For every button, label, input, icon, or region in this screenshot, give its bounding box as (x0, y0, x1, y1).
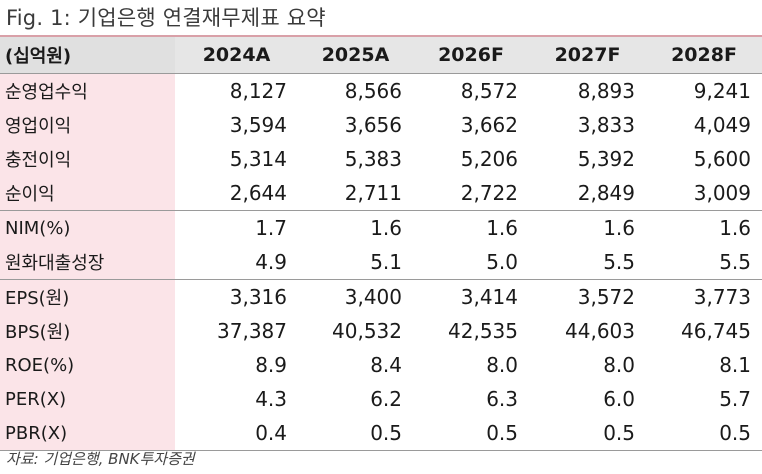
value-cell: 4.3 (255, 387, 287, 411)
financial-summary-table: (십억원) 2024A 2025A 2026F 2027F 2028F 순영업수… (0, 37, 762, 451)
value-cell: 4,049 (693, 113, 751, 137)
value-cell: 2,722 (460, 181, 518, 205)
value-cell: 6.2 (370, 387, 402, 411)
value-cell: 1.7 (175, 210, 298, 245)
column-header: 2026F (413, 37, 529, 74)
value-cell: 9,241 (693, 79, 751, 103)
value-cell: 0.5 (298, 416, 413, 451)
value-cell: 44,603 (565, 319, 635, 343)
value-cell: 1.6 (298, 210, 413, 245)
title-divider (0, 35, 762, 37)
table-row: 충전이익 5,314 5,383 5,206 5,392 5,600 (0, 142, 762, 176)
value-cell: 8,127 (229, 79, 287, 103)
value-cell: 3,773 (646, 279, 762, 314)
value-cell: 0.5 (529, 416, 646, 451)
value-cell: 8.0 (486, 353, 518, 377)
value-cell: 5,600 (693, 147, 751, 171)
value-cell: 5.5 (719, 250, 751, 274)
row-label: 순영업수익 (0, 73, 175, 108)
column-header: 2025A (298, 37, 413, 74)
value-cell: 8,893 (577, 79, 635, 103)
value-cell: 8,572 (460, 79, 518, 103)
table-row: EPS(원) 3,316 3,400 3,414 3,572 3,773 (0, 279, 762, 314)
unit-label: (십억원) (0, 37, 175, 74)
value-cell: 8.1 (719, 353, 751, 377)
value-cell: 46,745 (681, 319, 751, 343)
value-cell: 5,383 (344, 147, 402, 171)
value-cell: 6.3 (486, 387, 518, 411)
value-cell: 0.4 (175, 416, 298, 451)
row-label: BPS(원) (0, 314, 175, 348)
row-label: PBR(X) (0, 416, 175, 451)
row-label: EPS(원) (0, 279, 175, 314)
row-label: ROE(%) (0, 348, 175, 382)
column-header: 2028F (646, 37, 762, 74)
table-row: NIM(%) 1.7 1.6 1.6 1.6 1.6 (0, 210, 762, 245)
table-row: ROE(%) 8.9 8.4 8.0 8.0 8.1 (0, 348, 762, 382)
table-row: BPS(원) 37,387 40,532 42,535 44,603 46,745 (0, 314, 762, 348)
column-header: 2027F (529, 37, 646, 74)
value-cell: 1.6 (529, 210, 646, 245)
value-cell: 8.0 (603, 353, 635, 377)
value-cell: 3,400 (298, 279, 413, 314)
value-cell: 5.7 (719, 387, 751, 411)
value-cell: 3,572 (529, 279, 646, 314)
value-cell: 0.5 (413, 416, 529, 451)
value-cell: 2,711 (344, 181, 402, 205)
value-cell: 1.6 (413, 210, 529, 245)
value-cell: 1.6 (646, 210, 762, 245)
value-cell: 4.9 (255, 250, 287, 274)
value-cell: 3,594 (229, 113, 287, 137)
row-label: 영업이익 (0, 108, 175, 142)
row-label: 충전이익 (0, 142, 175, 176)
source-note: 자료: 기업은행, BNK투자증권 (6, 450, 195, 468)
value-cell: 3,662 (460, 113, 518, 137)
column-header: 2024A (175, 37, 298, 74)
value-cell: 2,644 (229, 181, 287, 205)
value-cell: 3,414 (413, 279, 529, 314)
value-cell: 5.5 (603, 250, 635, 274)
value-cell: 5,206 (460, 147, 518, 171)
table-row: 원화대출성장 4.9 5.1 5.0 5.5 5.5 (0, 245, 762, 280)
table-row: PBR(X) 0.4 0.5 0.5 0.5 0.5 (0, 416, 762, 451)
value-cell: 3,009 (693, 181, 751, 205)
table-row: PER(X) 4.3 6.2 6.3 6.0 5.7 (0, 382, 762, 416)
value-cell: 2,849 (577, 181, 635, 205)
value-cell: 8.4 (370, 353, 402, 377)
row-label: 순이익 (0, 176, 175, 211)
value-cell: 5.0 (486, 250, 518, 274)
value-cell: 5.1 (370, 250, 402, 274)
table-row: 영업이익 3,594 3,656 3,662 3,833 4,049 (0, 108, 762, 142)
row-label: PER(X) (0, 382, 175, 416)
value-cell: 37,387 (217, 319, 287, 343)
value-cell: 8,566 (344, 79, 402, 103)
row-label: NIM(%) (0, 210, 175, 245)
table-row: 순이익 2,644 2,711 2,722 2,849 3,009 (0, 176, 762, 211)
value-cell: 3,316 (175, 279, 298, 314)
value-cell: 6.0 (603, 387, 635, 411)
table-row: 순영업수익 8,127 8,566 8,572 8,893 9,241 (0, 73, 762, 108)
value-cell: 42,535 (448, 319, 518, 343)
value-cell: 0.5 (646, 416, 762, 451)
row-label: 원화대출성장 (0, 245, 175, 280)
figure-title: Fig. 1: 기업은행 연결재무제표 요약 (6, 6, 326, 30)
value-cell: 3,833 (577, 113, 635, 137)
value-cell: 5,392 (577, 147, 635, 171)
value-cell: 5,314 (229, 147, 287, 171)
value-cell: 3,656 (344, 113, 402, 137)
header-row: (십억원) 2024A 2025A 2026F 2027F 2028F (0, 37, 762, 74)
value-cell: 40,532 (332, 319, 402, 343)
value-cell: 8.9 (255, 353, 287, 377)
